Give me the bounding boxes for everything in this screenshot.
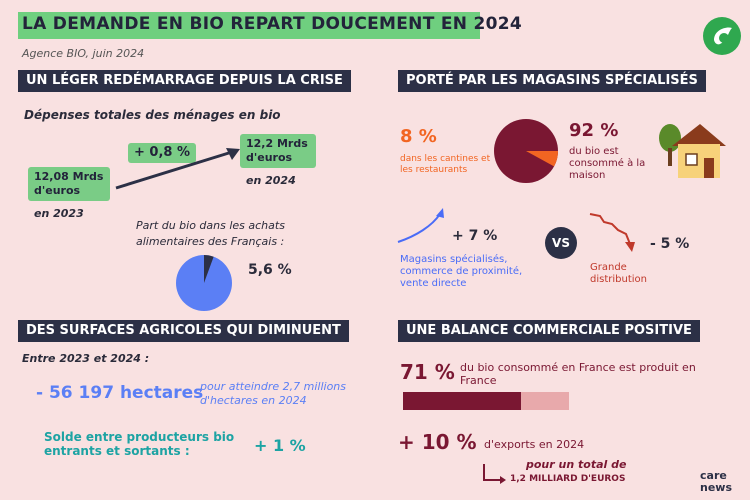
specialized-change: + 7 % — [452, 228, 498, 244]
source-note: Agence BIO, juin 2024 — [22, 47, 145, 60]
pie-bio-slice — [204, 255, 214, 283]
export-label: d'exports en 2024 — [484, 438, 585, 451]
brand-line-2: news — [700, 481, 733, 494]
bio-share-pie — [176, 255, 232, 311]
spending-2024-value: 12,2 Mrds d'euros — [240, 134, 316, 168]
consumption-pie — [494, 119, 558, 183]
large-retail-label: Grande distribution — [590, 262, 647, 285]
growth-arrow-icon — [115, 148, 240, 190]
producer-balance-label: Solde entre producteurs bio entrants et … — [44, 430, 235, 458]
domestic-bar-fill — [403, 392, 521, 410]
return-arrow-icon — [483, 464, 506, 484]
spending-2023-value: 12,08 Mrds d'euros — [28, 167, 110, 201]
section-header-land: DES SURFACES AGRICOLES QUI DIMINUENT — [18, 320, 349, 342]
rise-arrow-icon — [397, 208, 444, 243]
brand-line-1: care — [700, 469, 727, 482]
leaf-logo-icon — [703, 17, 741, 55]
bio-share-label: Part du bio dans les achats alimentaires… — [136, 219, 285, 248]
section-header-trade: UNE BALANCE COMMERCIALE POSITIVE — [398, 320, 700, 342]
land-period: Entre 2023 et 2024 : — [22, 352, 150, 365]
versus-badge: VS — [545, 227, 577, 259]
spending-growth-badge: + 0,8 % — [128, 143, 196, 163]
section-header-specialized: PORTÉ PAR LES MAGASINS SPÉCIALISÉS — [398, 70, 706, 92]
domestic-pct: 71 % — [400, 360, 455, 384]
title-highlight — [18, 12, 480, 39]
home-pct: 92 % — [569, 120, 619, 141]
canteen-label: dans les cantines et les restaurants — [400, 154, 491, 175]
bio-share-value: 5,6 % — [248, 262, 292, 278]
domestic-label: du bio consommé en France est produit en… — [460, 361, 696, 387]
export-total: 1,2 MILLIARD D'EUROS — [510, 474, 626, 484]
spending-2024-year: en 2024 — [246, 174, 296, 187]
large-retail-change: - 5 % — [650, 236, 690, 252]
specialized-label: Magasins spécialisés, commerce de proxim… — [400, 254, 523, 289]
hectares-note: pour atteindre 2,7 millions d'hectares e… — [200, 380, 346, 407]
section-header-restart: UN LÉGER REDÉMARRAGE DEPUIS LA CRISE — [18, 70, 351, 92]
producer-balance-value: + 1 % — [254, 436, 306, 455]
house-icon — [659, 124, 726, 178]
spending-2023-year: en 2023 — [34, 207, 84, 220]
domestic-bar-track — [403, 392, 569, 410]
export-total-prefix: pour un total de — [526, 458, 627, 471]
spending-heading: Dépenses totales des ménages en bio — [24, 108, 281, 122]
home-label: du bio est consommé à la maison — [569, 146, 646, 181]
fall-arrow-icon — [589, 213, 635, 252]
page-title: LA DEMANDE EN BIO REPART DOUCEMENT EN 20… — [22, 14, 522, 34]
pie-canteen-slice — [526, 151, 558, 167]
canteen-pct: 8 % — [400, 126, 437, 147]
brand-logo: care news — [700, 470, 732, 494]
hectares-value: - 56 197 hectares — [36, 383, 204, 403]
export-pct: + 10 % — [398, 430, 477, 454]
